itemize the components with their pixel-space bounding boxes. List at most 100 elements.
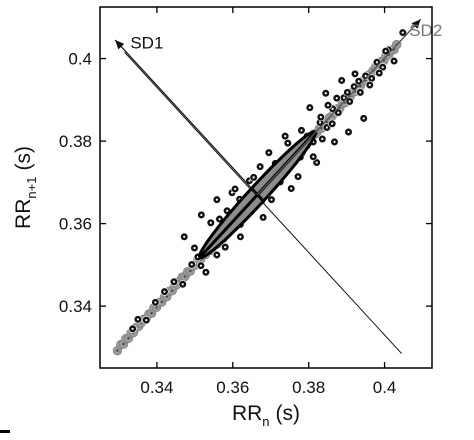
dot-point-center <box>331 107 334 111</box>
gray-point-center <box>122 342 125 346</box>
dot-point-center <box>392 59 396 63</box>
dot-point-center <box>233 187 237 191</box>
gray-point-center <box>170 289 174 293</box>
dot-point-center <box>401 31 404 34</box>
dot-point <box>345 97 354 106</box>
dot-point <box>142 316 151 325</box>
dot-point-center <box>357 80 360 83</box>
y-axis-label-subscript: n+1 <box>24 177 39 199</box>
dot-point-center <box>215 198 218 201</box>
dot-point-center <box>209 221 212 224</box>
dot-point-center <box>226 209 229 212</box>
gray-point-center <box>155 306 158 309</box>
dot-point <box>350 69 360 78</box>
gray-point-center <box>116 349 119 352</box>
gray-point-center <box>325 121 329 124</box>
x-axis-label: RRn (s) <box>232 402 300 429</box>
dot-point <box>287 184 296 193</box>
y-tick-label: 0.4 <box>68 50 92 69</box>
dot-point-center <box>368 83 371 87</box>
dot-point <box>359 114 368 123</box>
dot-point-center <box>381 66 384 69</box>
dot-point-center <box>215 253 218 257</box>
dot-point <box>221 243 230 252</box>
dot-point <box>337 76 346 85</box>
dot-point <box>169 277 179 286</box>
dot-point-center <box>145 319 148 322</box>
plot-frame <box>99 6 433 369</box>
dot-point-center <box>340 79 343 82</box>
dot-point-center <box>353 72 357 75</box>
dot-point-center <box>359 91 362 94</box>
dot-point <box>187 260 196 269</box>
dot-point <box>343 88 352 97</box>
dot-point <box>375 68 384 78</box>
dot-point <box>249 173 258 182</box>
dot-point-center <box>252 176 255 179</box>
dot-point <box>281 132 290 141</box>
dot-point-center <box>321 137 324 141</box>
sd2-arrowhead <box>411 19 421 29</box>
dot-point <box>330 137 339 147</box>
dot-point <box>305 103 314 112</box>
dot-point-center <box>364 74 367 77</box>
x-axis-ticks: 0.34 0.36 0.38 0.4 <box>140 7 396 397</box>
y-tick-label: 0.34 <box>59 297 92 316</box>
dot-point-center <box>312 155 315 158</box>
dot-point <box>323 101 333 110</box>
dot-point <box>180 232 189 241</box>
dot-point-center <box>315 161 318 164</box>
dot-point-center <box>259 165 262 168</box>
sd2-label: SD2 <box>409 21 442 40</box>
sd1-label: SD1 <box>130 33 163 52</box>
dot-point-center <box>300 129 303 132</box>
x-tick-label: 0.4 <box>373 378 397 397</box>
dot-point-center <box>163 290 166 293</box>
gray-point-center <box>189 269 192 273</box>
dot-point-center <box>347 130 350 134</box>
dot-point-center <box>193 246 196 250</box>
dot-point-center <box>270 198 273 201</box>
sd1-arrowhead <box>115 40 125 50</box>
dot-point <box>264 148 273 157</box>
y-axis-ticks: 0.34 0.36 0.38 0.4 <box>59 50 432 316</box>
y-axis-label-main: RR <box>12 199 35 229</box>
gray-point-center <box>320 127 323 130</box>
dot-point <box>133 315 143 324</box>
sd1-arrow <box>114 39 258 196</box>
dot-point <box>356 88 365 97</box>
dot-point <box>321 89 330 98</box>
dot-point-center <box>224 246 227 249</box>
corner-mark <box>0 430 10 433</box>
dot-point-center <box>200 213 203 217</box>
dot-point-center <box>375 61 379 64</box>
dot-point <box>398 28 407 37</box>
dot-point-center <box>326 104 330 107</box>
dot-point-center <box>319 116 322 119</box>
dot-point <box>128 324 137 333</box>
dot-point-center <box>335 97 338 100</box>
x-axis-label-unit: (s) <box>276 402 301 425</box>
dot-point-center <box>154 301 157 304</box>
dot-point <box>151 298 160 307</box>
dot-point <box>332 94 341 103</box>
dot-point <box>230 184 240 194</box>
dot-point <box>236 232 245 241</box>
dot-point <box>389 56 399 66</box>
dot-point <box>328 119 337 128</box>
dot-point-center <box>136 318 140 321</box>
x-axis-label-subscript: n <box>262 414 269 429</box>
dot-point-center <box>337 111 340 114</box>
dot-point-center <box>362 117 365 120</box>
dot-point-center <box>370 77 373 80</box>
gray-point-center <box>160 300 164 304</box>
dot-point-center <box>353 85 356 88</box>
y-tick-label: 0.38 <box>59 132 92 151</box>
dot-point <box>212 195 221 204</box>
x-tick-label: 0.36 <box>216 378 249 397</box>
dot-point-center <box>190 263 193 266</box>
dot-point-center <box>296 175 300 178</box>
dot-point-center <box>284 135 287 138</box>
dot-point-center <box>172 280 176 283</box>
